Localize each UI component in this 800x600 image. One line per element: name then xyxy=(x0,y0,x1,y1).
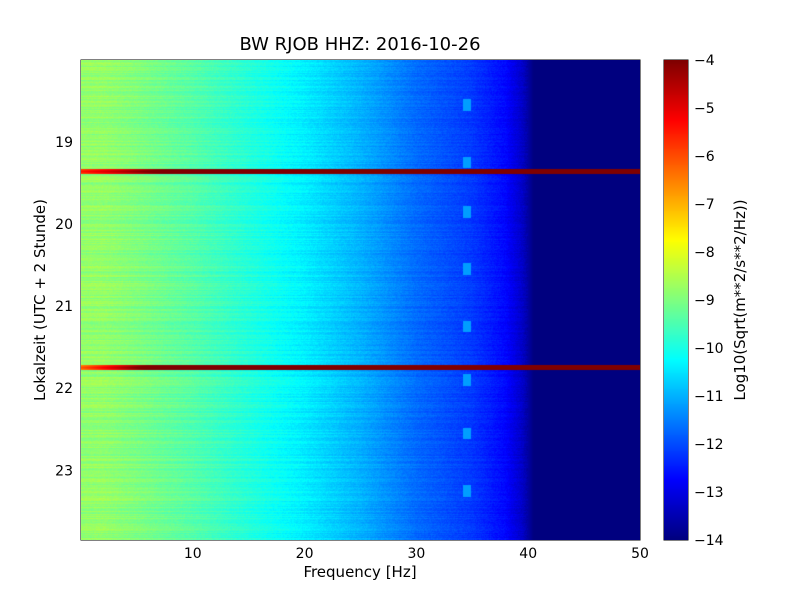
colorbar-label: Log10(Sqrt(m**2/s**2/Hz)) xyxy=(731,199,749,400)
colorbar-tick-label: −9 xyxy=(694,293,715,309)
colorbar-gradient xyxy=(664,60,688,540)
y-tick-label: 23 xyxy=(55,463,73,479)
colorbar-tick-label: −14 xyxy=(694,533,724,549)
colorbar-tick-label: −13 xyxy=(694,485,724,501)
colorbar-tick-label: −10 xyxy=(694,341,724,357)
y-tick-label: 20 xyxy=(55,217,73,233)
x-tick-label: 20 xyxy=(296,546,314,562)
colorbar-ticks: −4 −5 −6 −7 −8 −9 −10 −11 −12 −13 −14 xyxy=(664,53,724,549)
colorbar-tick-label: −11 xyxy=(694,389,724,405)
colorbar-tick-label: −5 xyxy=(694,101,715,117)
x-axis-label: Frequency [Hz] xyxy=(303,563,416,581)
spectrogram-heatmap xyxy=(81,60,640,540)
y-tick-label: 21 xyxy=(55,299,73,315)
x-tick-label: 50 xyxy=(631,546,649,562)
colorbar-tick-label: −6 xyxy=(694,149,715,165)
y-tick-label: 19 xyxy=(55,135,73,151)
y-axis-label: Lokalzeit (UTC + 2 Stunde) xyxy=(31,199,49,401)
chart-title: BW RJOB HHZ: 2016-10-26 xyxy=(239,34,480,55)
x-tick-label: 40 xyxy=(519,546,537,562)
y-tick-label: 22 xyxy=(55,381,73,397)
colorbar-tick-label: −12 xyxy=(694,437,724,453)
colorbar-tick-label: −7 xyxy=(694,197,715,213)
x-tick-label: 30 xyxy=(407,546,425,562)
x-tick-label: 10 xyxy=(184,546,202,562)
colorbar-tick-label: −8 xyxy=(694,245,715,261)
colorbar-tick-label: −4 xyxy=(694,53,715,69)
